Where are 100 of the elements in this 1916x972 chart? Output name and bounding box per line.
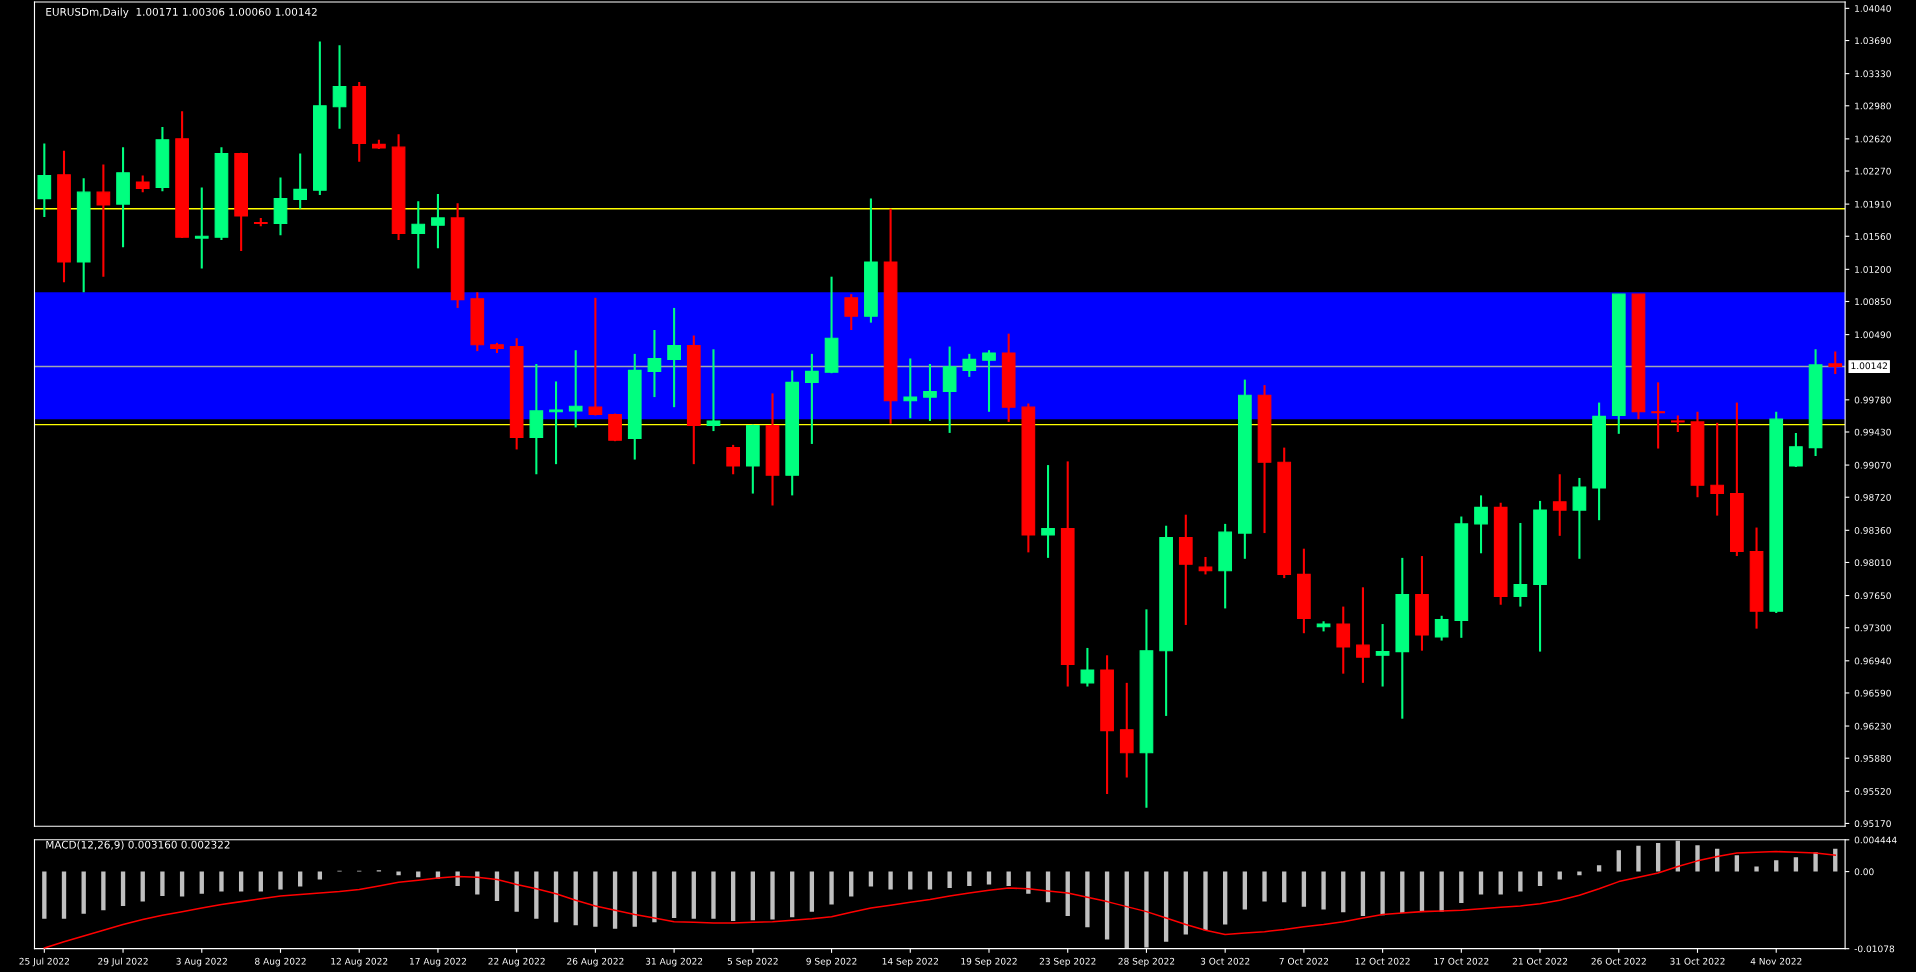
- y-tick-label: 0.99430: [1854, 428, 1891, 436]
- y-tick-label: 1.02620: [1855, 135, 1891, 143]
- bar: [534, 871, 539, 919]
- bar: [1203, 871, 1208, 931]
- y-tick-label: 0.97300: [1854, 624, 1891, 632]
- candlestick: [805, 352, 819, 445]
- text: EURUSDm,Daily 1.00171 1.00306 1.00060 1.00142: [46, 7, 317, 18]
- y-tick-label: 1.02270: [1855, 167, 1891, 175]
- candlestick: [1041, 464, 1055, 559]
- bar: [298, 871, 303, 887]
- y-tick-label: 1.00490: [1855, 331, 1891, 339]
- bar: [42, 871, 47, 919]
- candlestick: [844, 293, 859, 332]
- bar: [829, 871, 834, 905]
- bar: [1026, 871, 1031, 894]
- bar: [612, 871, 618, 929]
- x-tick-label: 17 Aug 2022: [410, 957, 466, 967]
- bar: [790, 871, 795, 918]
- y-tick-label: 0.00: [1854, 868, 1874, 876]
- bar: [1223, 871, 1228, 925]
- candlestick: [1572, 476, 1587, 560]
- x-tick-label: 9 Sep 2022: [806, 957, 857, 967]
- y-tick-label: 0.96940: [1854, 657, 1891, 665]
- bar: [1104, 871, 1110, 940]
- candlestick: [37, 142, 52, 219]
- x-tick-label: 28 Sep 2022: [1118, 957, 1175, 967]
- bar: [1321, 871, 1326, 910]
- bar: [849, 871, 854, 897]
- y-tick-label: 0.95880: [1854, 754, 1891, 762]
- bar: [1242, 871, 1248, 910]
- bar: [101, 871, 106, 911]
- y-tick-label: 0.99780: [1854, 396, 1891, 404]
- bar: [1616, 850, 1621, 872]
- y-tick-label: 0.004444: [1854, 836, 1897, 844]
- bar: [1734, 855, 1740, 872]
- candlestick: [923, 362, 937, 422]
- x-tick-label: 31 Aug 2022: [645, 957, 703, 967]
- bar: [1537, 871, 1543, 886]
- x-tick-label: 31 Oct 2022: [1670, 957, 1725, 965]
- y-tick-label: -0.01078: [1854, 945, 1895, 953]
- x-tick-label: 19 Sep 2022: [961, 957, 1017, 967]
- bar: [1636, 845, 1641, 872]
- bar: [455, 871, 460, 886]
- candlestick: [1651, 381, 1665, 450]
- x-tick-label: 4 Nov 2022: [1750, 957, 1802, 965]
- x-tick-label: 26 Oct 2022: [1591, 957, 1646, 965]
- candlestick: [726, 443, 741, 476]
- candlestick: [903, 357, 918, 420]
- x-tick-label: 22 Aug 2022: [488, 957, 545, 967]
- candlestick: [647, 328, 662, 399]
- candlestick: [1552, 473, 1567, 537]
- x-tick-label: 23 Sep 2022: [1039, 957, 1096, 967]
- bar: [1085, 871, 1090, 928]
- x-tick-label: 12 Aug 2022: [331, 957, 388, 967]
- bar: [1163, 871, 1169, 942]
- bar: [967, 871, 972, 886]
- y-tick-label: 0.98010: [1854, 559, 1891, 567]
- candlestick: [1336, 605, 1351, 675]
- candlestick: [1375, 623, 1390, 688]
- candlestick: [1119, 681, 1134, 779]
- bar: [770, 871, 775, 920]
- candlestick: [1828, 350, 1843, 376]
- bar: [1301, 871, 1307, 907]
- x-tick-label: 14 Sep 2022: [882, 957, 938, 967]
- bar: [1596, 865, 1602, 872]
- y-tick-label: 0.98360: [1854, 527, 1891, 534]
- bar: [199, 871, 204, 894]
- candlestick: [706, 348, 721, 433]
- y-tick-label: 0.95520: [1854, 788, 1891, 795]
- bar: [1695, 845, 1700, 872]
- bar: [888, 871, 893, 890]
- bar: [514, 871, 519, 912]
- bar: [711, 871, 716, 919]
- candlestick: [332, 44, 347, 130]
- y-tick-label: 0.95170: [1854, 820, 1891, 827]
- bar: [1360, 871, 1366, 916]
- bar: [258, 871, 263, 892]
- candlestick: [411, 200, 426, 270]
- candlestick: [431, 192, 445, 250]
- candlestick: [962, 352, 977, 378]
- bar: [730, 871, 736, 921]
- y-tick-label: 1.01910: [1855, 200, 1891, 208]
- candlestick: [293, 152, 308, 210]
- x-tick-label: 29 Jul 2022: [98, 957, 148, 967]
- bar: [1282, 871, 1287, 903]
- bar: [179, 871, 185, 897]
- bar: [1006, 871, 1011, 886]
- x-tick-label: 8 Aug 2022: [255, 957, 306, 967]
- bar: [1419, 871, 1425, 912]
- bar: [1262, 871, 1267, 902]
- candlestick: [568, 349, 583, 429]
- bar: [632, 871, 637, 927]
- bar: [1144, 871, 1149, 948]
- bar: [809, 871, 815, 912]
- bar: [278, 871, 283, 890]
- ref-line-label: 1.00142: [1851, 362, 1887, 370]
- x-tick-label: 3 Aug 2022: [176, 957, 227, 967]
- bar: [219, 871, 224, 892]
- bar: [238, 871, 244, 892]
- candlestick: [194, 186, 209, 270]
